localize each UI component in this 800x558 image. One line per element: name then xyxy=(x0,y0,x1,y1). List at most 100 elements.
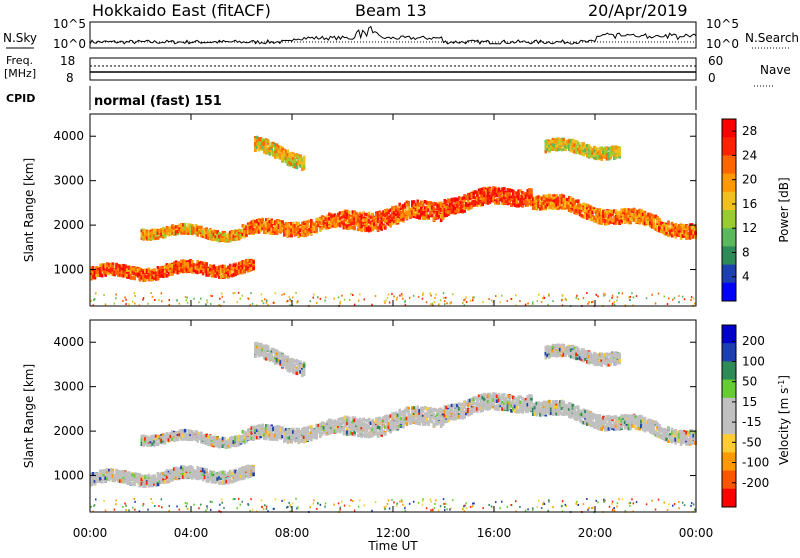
power-cell xyxy=(473,296,475,298)
power-cell xyxy=(133,277,136,281)
power-cell xyxy=(611,297,613,299)
power-cell xyxy=(613,301,615,303)
power-cell xyxy=(389,302,391,304)
power-cell xyxy=(348,211,351,215)
power-y-axis-label: Slant Range [km] xyxy=(22,158,36,262)
power-cell xyxy=(404,301,406,303)
power-cell xyxy=(206,299,208,301)
power-cell xyxy=(234,292,236,294)
power-cell xyxy=(548,194,551,198)
power-cell xyxy=(303,158,306,162)
power-cell xyxy=(161,292,163,294)
power-cell xyxy=(105,303,107,305)
power-cell xyxy=(628,296,630,298)
power-cell xyxy=(315,229,318,233)
power-cell xyxy=(538,294,540,296)
power-cell xyxy=(599,208,602,212)
power-cell xyxy=(320,298,322,300)
power-cell xyxy=(578,298,580,300)
power-cell xyxy=(340,301,342,303)
power-cell xyxy=(288,296,290,298)
power-cell xyxy=(132,301,134,303)
power-cell xyxy=(430,303,432,305)
power-cell xyxy=(544,297,546,299)
power-cell xyxy=(233,292,235,294)
power-cell xyxy=(527,302,529,304)
power-cell xyxy=(402,298,404,300)
power-cell xyxy=(238,292,240,294)
power-cell xyxy=(273,302,275,304)
power-cell xyxy=(122,300,124,302)
power-cell xyxy=(515,294,517,296)
power-cell xyxy=(401,295,403,297)
power-cell xyxy=(317,296,319,298)
power-cell xyxy=(588,301,590,303)
power-cell xyxy=(563,195,566,199)
power-cell xyxy=(548,293,550,295)
power-cell xyxy=(605,294,607,296)
power-cell xyxy=(364,298,366,300)
noise-left-label: N.Sky xyxy=(3,31,37,45)
power-cell xyxy=(552,300,554,302)
power-cell xyxy=(176,299,178,301)
power-cell xyxy=(434,297,436,299)
power-cell xyxy=(472,299,474,301)
power-cell xyxy=(532,301,534,303)
power-cell xyxy=(396,297,398,299)
power-cell xyxy=(444,303,446,305)
power-cell xyxy=(200,298,202,300)
power-cell xyxy=(432,303,434,305)
power-cell xyxy=(341,295,343,297)
power-cell xyxy=(223,301,225,303)
power-cell xyxy=(409,297,411,299)
power-cell xyxy=(286,301,288,303)
power-cell xyxy=(142,299,144,301)
power-cell xyxy=(296,166,299,170)
power-cell xyxy=(179,303,181,305)
power-cell xyxy=(124,297,126,299)
power-cell xyxy=(198,301,200,303)
date-title: 20/Apr/2019 xyxy=(588,1,688,20)
power-heatmap-cells xyxy=(90,136,697,307)
power-cell xyxy=(655,303,657,305)
power-cell xyxy=(449,303,451,305)
power-cell xyxy=(186,299,188,301)
power-cell xyxy=(472,297,474,299)
power-cell xyxy=(664,296,666,298)
power-cell xyxy=(636,295,638,297)
power-cell xyxy=(371,304,373,306)
power-cell xyxy=(422,292,424,294)
power-cell xyxy=(430,295,432,297)
power-cell xyxy=(617,296,619,298)
power-cell xyxy=(388,294,390,296)
power-cell xyxy=(134,292,136,294)
noise-sky-trace xyxy=(90,27,696,45)
power-cell xyxy=(324,300,326,302)
power-cell xyxy=(525,304,527,306)
power-cell xyxy=(434,301,436,303)
power-cell xyxy=(612,295,614,297)
power-cell xyxy=(93,299,95,301)
power-cell xyxy=(352,294,354,296)
power-cell xyxy=(562,294,564,296)
power-cell xyxy=(210,295,212,297)
power-cell xyxy=(161,300,163,302)
power-cell xyxy=(252,303,254,305)
power-cell xyxy=(586,292,588,294)
power-cell xyxy=(134,295,136,297)
y-tick-label: 4000 xyxy=(53,129,84,143)
power-cell xyxy=(633,296,635,298)
nave-right-label: Nave xyxy=(760,63,791,77)
power-cell xyxy=(418,296,420,298)
power-cell xyxy=(186,297,188,299)
power-cell xyxy=(596,294,598,296)
power-cell xyxy=(261,300,263,302)
power-cell xyxy=(281,294,283,296)
power-cell xyxy=(658,293,660,295)
power-cell xyxy=(618,153,621,157)
power-cell xyxy=(211,295,213,297)
power-cell xyxy=(430,293,432,295)
power-cell xyxy=(114,303,116,305)
power-cell xyxy=(95,292,97,294)
power-cell xyxy=(693,297,695,299)
